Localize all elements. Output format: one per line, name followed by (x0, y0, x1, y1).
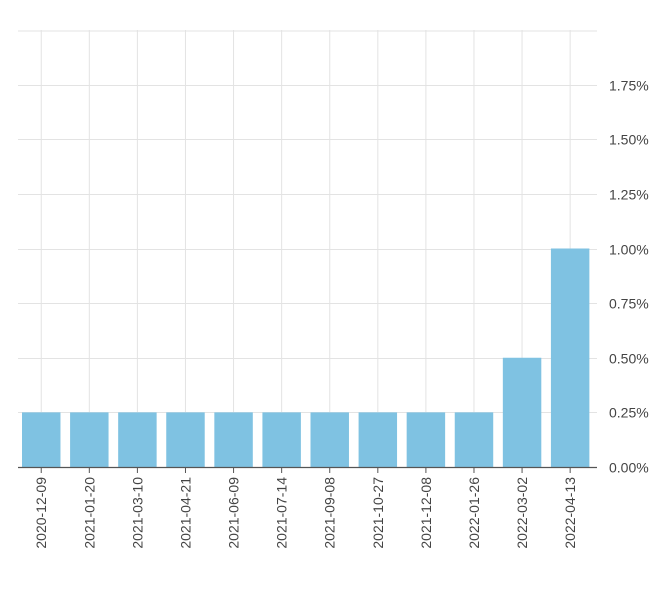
x-tick-label: 2021-09-08 (322, 477, 338, 549)
bar (550, 248, 590, 467)
x-tick-label: 2021-10-27 (370, 477, 386, 549)
y-tick-labels: 0.00% 0.25% 0.50% 0.75% 1.00% 1.25% 1.50% 1.75% (609, 78, 649, 476)
y-tick-label: 0.00% (609, 460, 649, 476)
y-tick-label: 0.50% (609, 351, 649, 367)
grid (18, 30, 597, 467)
x-tick-label: 2022-01-26 (466, 477, 482, 549)
axes (18, 466, 597, 473)
x-tick-label: 2022-03-02 (514, 477, 530, 549)
bar (22, 412, 61, 467)
bar (214, 412, 253, 467)
bar (262, 412, 301, 467)
x-tick-label: 2020-12-09 (33, 477, 49, 549)
bar (166, 412, 205, 467)
x-tick-label: 2021-04-21 (177, 477, 193, 549)
bar (358, 412, 398, 467)
bar (406, 412, 446, 467)
x-tick-label: 2021-07-14 (274, 477, 290, 549)
x-tick-label: 2021-03-10 (129, 477, 145, 549)
x-tick-label: 2022-04-13 (562, 477, 578, 549)
bar (118, 412, 157, 467)
x-tick-labels: 2020-12-09 2021-01-20 2021-03-10 2021-04-21… (33, 477, 578, 549)
y-tick-label: 1.75% (609, 78, 649, 94)
y-tick-label: 1.00% (609, 242, 649, 258)
x-tick-label: 2021-01-20 (81, 477, 97, 549)
y-tick-label: 1.25% (609, 187, 649, 203)
bar (70, 412, 109, 467)
bar (310, 412, 349, 467)
bars (22, 248, 590, 467)
y-tick-label: 0.75% (609, 296, 649, 312)
y-tick-label: 1.50% (609, 132, 649, 148)
bar (502, 357, 542, 467)
x-tick-label: 2021-06-09 (226, 477, 242, 549)
x-tick-label: 2021-12-08 (418, 477, 434, 549)
bar (454, 412, 494, 467)
y-tick-label: 0.25% (609, 405, 649, 421)
